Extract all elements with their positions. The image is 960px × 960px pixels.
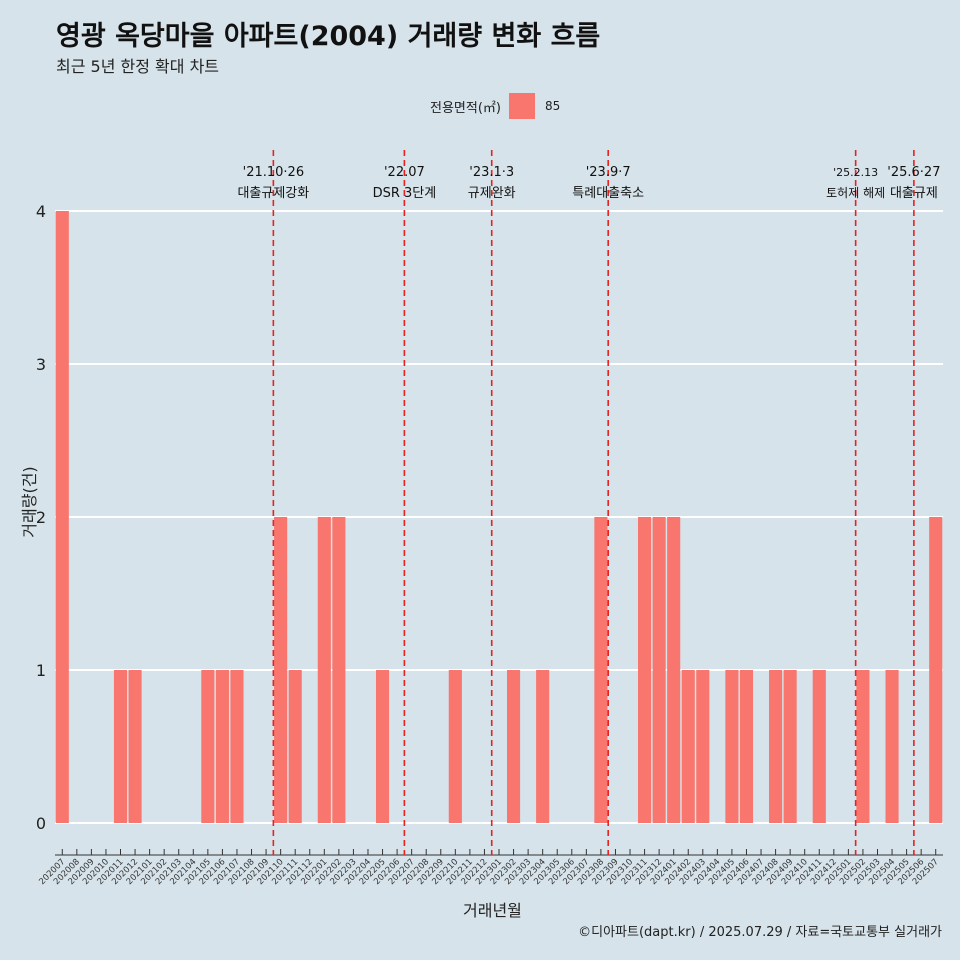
bar [201,670,215,823]
event-date-label: '25.6·27 [887,165,940,180]
bar [696,670,710,823]
chart-subtitle: 최근 5년 한정 확대 차트 [56,57,220,76]
legend: 전용면적(㎡) 85 [430,93,560,119]
bar [638,517,652,823]
bar [594,517,608,823]
bar [536,670,550,823]
event-date-label: '22.07 [384,165,425,180]
y-tick-label: 1 [36,661,46,680]
event-date-label: '23.1·3 [469,165,514,180]
bar [652,517,666,823]
event-label: 토허제 해제 [826,186,885,200]
bar [667,517,681,823]
source-caption: ©디아파트(dapt.kr) / 2025.07.29 / 자료=국토교통부 실… [578,925,942,940]
y-axis-label: 거래량(건) [20,466,39,538]
bar [725,670,739,823]
x-axis-label: 거래년월 [463,901,522,920]
bar [128,670,142,823]
bar [332,517,346,823]
bar [885,670,899,823]
bar [317,517,331,823]
bar [769,670,783,823]
y-tick-label: 4 [36,202,46,221]
y-tick-label: 0 [36,814,46,833]
event-label: 대출규제강화 [237,186,309,201]
legend-entry-label: 85 [544,99,561,113]
bar [681,670,695,823]
event-date-label: '21.10·26 [243,165,304,180]
event-date-label: '25.2.13 [833,166,878,179]
y-tick-label: 3 [36,355,46,374]
bar [448,670,462,823]
event-label: 규제완화 [468,186,516,201]
bar [230,670,244,823]
bar [288,670,302,823]
bar [507,670,521,823]
bar [812,670,826,823]
bar [783,670,797,823]
bar [739,670,754,823]
bar [274,517,288,823]
bar [113,670,128,823]
event-label: 대출규제 [890,186,938,201]
event-date-label: '23.9·7 [586,165,631,180]
legend-swatch [508,93,535,119]
event-label: DSR 3단계 [373,186,437,201]
legend-title: 전용면적(㎡) [430,100,501,116]
bar [55,211,69,823]
y-tick-label: 2 [36,508,46,527]
chart-title: 영광 옥당마을 아파트(2004) 거래량 변화 흐름 [56,21,601,52]
bar [856,670,870,823]
bar [215,670,229,823]
event-label: 특례대출축소 [572,186,644,201]
bar [929,517,943,823]
bar [375,670,390,823]
